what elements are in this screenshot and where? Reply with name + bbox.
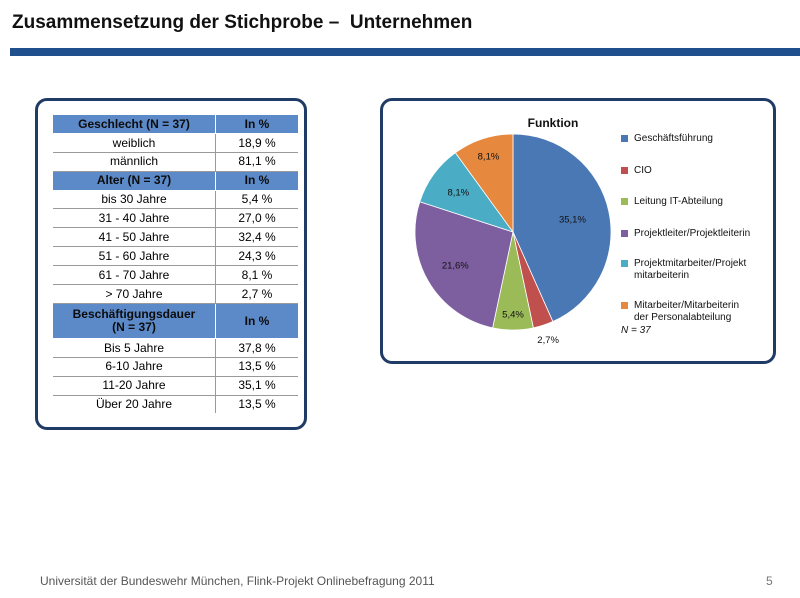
legend-label: Leitung IT-Abteilung: [634, 196, 723, 207]
legend-swatch: [621, 167, 628, 174]
table-header-gender: Geschlecht (N = 37): [53, 115, 216, 134]
slice-label: 35,1%: [559, 214, 586, 225]
legend-swatch: [621, 198, 628, 205]
slice-label: 2,7%: [537, 335, 559, 346]
table-row: weiblich 18,9 %: [53, 133, 298, 153]
legend-label: mitarbeiterin: [634, 270, 690, 281]
table-row: bis 30 Jahre 5,4 %: [53, 190, 298, 210]
row-label: weiblich: [53, 133, 216, 153]
table-header-percent: In %: [215, 171, 298, 191]
legend-label: Mitarbeiter/Mitarbeiterin: [634, 300, 740, 311]
table-row: 41 - 50 Jahre 32,4 %: [53, 227, 298, 248]
sample-table-panel: Geschlecht (N = 37) In % weiblich 18,9 %…: [35, 98, 307, 430]
sample-composition-table: Geschlecht (N = 37) In % weiblich 18,9 %…: [53, 115, 298, 414]
legend-label: der Personalabteilung: [634, 312, 732, 323]
slice-label: 8,1%: [447, 187, 469, 198]
row-value: 18,9 %: [215, 133, 298, 153]
table-row: Über 20 Jahre 13,5 %: [53, 395, 298, 414]
pie-slices: [414, 133, 612, 331]
table-header-percent: In %: [215, 115, 298, 134]
table-row: männlich 81,1 %: [53, 152, 298, 172]
pie-labels: 35,1% 2,7% 5,4% 21,6% 8,1% 8,1%: [442, 152, 587, 347]
row-label: 51 - 60 Jahre: [53, 246, 216, 267]
slide-title: Zusammensetzung der Stichprobe – Unterne…: [12, 12, 473, 33]
table-row: 6-10 Jahre 13,5 %: [53, 357, 298, 377]
legend-swatch: [621, 260, 628, 267]
row-label: > 70 Jahre: [53, 284, 216, 304]
row-value: 13,5 %: [238, 397, 276, 412]
row-value: 5,4 %: [215, 190, 298, 210]
row-label: männlich: [53, 152, 216, 172]
table-header-employment: Beschäftigungsdauer (N = 37): [53, 303, 216, 339]
slice-label: 5,4%: [502, 309, 524, 320]
chart-legend: Geschäftsführung CIO Leitung IT-Abteilung P…: [621, 133, 771, 324]
title-rule: [10, 48, 800, 56]
slice-label: 21,6%: [442, 260, 469, 271]
table-row: 31 - 40 Jahre 27,0 %: [53, 208, 298, 229]
legend-label: Projektleiter/Projektleiterin: [634, 228, 751, 239]
row-value: 8,1 %: [215, 265, 298, 286]
row-label: 11-20 Jahre: [53, 376, 216, 396]
row-label: Bis 5 Jahre: [53, 338, 216, 358]
slice-label: 8,1%: [478, 152, 500, 163]
legend-swatch: [621, 135, 628, 142]
row-value: 37,8 %: [215, 338, 298, 358]
sample-size-note: N = 37: [621, 325, 651, 336]
row-label: Über 20 Jahre: [53, 395, 216, 414]
row-value: 32,4 %: [215, 227, 298, 248]
pie-slice: [512, 133, 612, 323]
pie-slice: [454, 133, 514, 234]
pie-slice: [414, 201, 514, 329]
table-header-percent: In %: [215, 303, 298, 339]
function-chart-panel: Funktion 35,1% 2,7% 5,4% 21,6% 8,1% 8,1% Gesc…: [380, 98, 776, 364]
legend-label: CIO: [634, 165, 652, 176]
legend-item: Projektleiter/Projektleiterin: [621, 228, 771, 240]
pie-chart: Funktion 35,1% 2,7% 5,4% 21,6% 8,1% 8,1%: [414, 116, 612, 347]
legend-label: Geschäftsführung: [634, 133, 713, 144]
row-label: 41 - 50 Jahre: [53, 227, 216, 248]
legend-item: Leitung IT-Abteilung: [621, 196, 771, 208]
row-label: 61 - 70 Jahre: [53, 265, 216, 286]
table-row: > 70 Jahre 2,7 %: [53, 284, 298, 304]
row-value: 81,1 %: [215, 152, 298, 172]
table-row: 11-20 Jahre 35,1 %: [53, 376, 298, 396]
table-header-row: Beschäftigungsdauer (N = 37) In %: [53, 303, 298, 339]
row-value: 35,1 %: [215, 376, 298, 396]
header-line: (N = 37): [112, 319, 156, 334]
legend-label: Projektmitarbeiter/Projekt: [634, 258, 747, 269]
legend-item: Projektmitarbeiter/Projekt mitarbeiterin: [621, 258, 771, 282]
row-value: 13,5 %: [215, 357, 298, 377]
table-row: Bis 5 Jahre 37,8 %: [53, 338, 298, 358]
row-value: 2,7 %: [215, 284, 298, 304]
row-label: bis 30 Jahre: [53, 190, 216, 210]
legend-item: Mitarbeiter/Mitarbeiterin der Personalabt…: [621, 300, 771, 324]
legend-item: CIO: [621, 165, 771, 177]
row-label: 6-10 Jahre: [53, 357, 216, 377]
row-label: 31 - 40 Jahre: [53, 208, 216, 229]
row-value: 24,3 %: [215, 246, 298, 267]
table-row: 51 - 60 Jahre 24,3 %: [53, 246, 298, 267]
table-header-row: Alter (N = 37) In %: [53, 171, 298, 191]
table-header-row: Geschlecht (N = 37) In %: [53, 115, 298, 134]
header-line: Beschäftigungsdauer: [72, 307, 196, 322]
table-header-age: Alter (N = 37): [53, 171, 216, 191]
table-row: 61 - 70 Jahre 8,1 %: [53, 265, 298, 286]
footer-text: Universität der Bundeswehr München, Flin…: [40, 574, 435, 588]
legend-swatch: [621, 302, 628, 309]
row-value: 27,0 %: [215, 208, 298, 229]
legend-swatch: [621, 230, 628, 237]
page-number: 5: [766, 574, 773, 588]
chart-title: Funktion: [528, 116, 579, 130]
legend-item: Geschäftsführung: [621, 133, 771, 145]
